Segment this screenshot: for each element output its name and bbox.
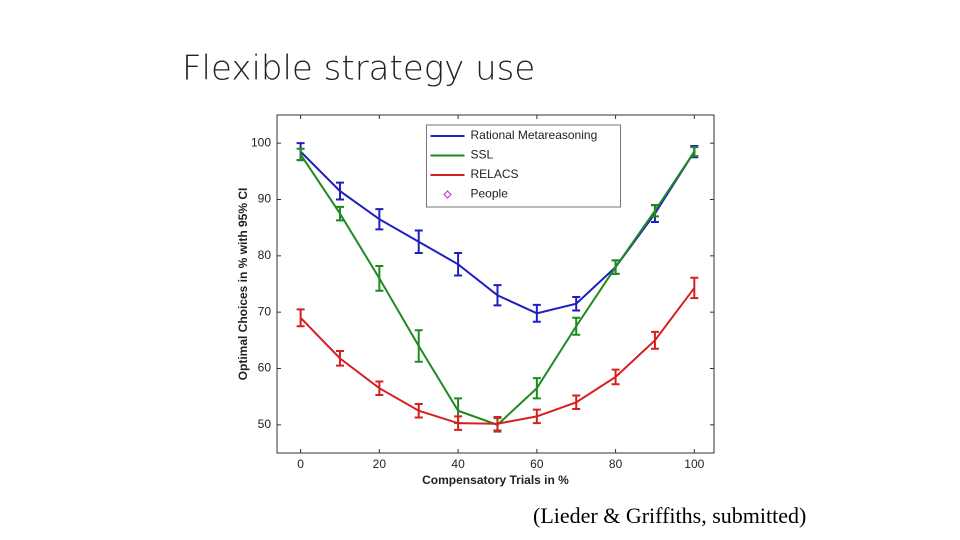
y-tick-label: 50 [258, 417, 272, 431]
error-bar [532, 408, 541, 425]
error-bar [572, 316, 581, 336]
error-bar [572, 295, 581, 312]
x-tick-label: 0 [297, 457, 304, 471]
error-bar [414, 329, 423, 363]
series-line [299, 287, 696, 425]
error-bar [650, 204, 659, 218]
error-bar [335, 350, 344, 367]
error-bar [296, 147, 305, 162]
x-axis-label: Compensatory Trials in % [422, 473, 569, 487]
error-bar [611, 368, 620, 386]
y-axis-label: Optimal Choices in % with 95% CI [236, 188, 250, 381]
error-bar [414, 229, 423, 255]
error-bar [532, 303, 541, 323]
plot-area [276, 114, 715, 454]
error-bar [572, 394, 581, 411]
legend-marker [443, 190, 452, 199]
x-tick-label: 60 [530, 457, 544, 471]
legend-label: Rational Metareasoning [471, 128, 598, 142]
y-tick-label: 80 [258, 248, 272, 262]
error-bar [375, 380, 384, 396]
slide-title: Flexible strategy use [182, 49, 535, 89]
error-bar [335, 205, 344, 222]
error-bar [335, 181, 344, 201]
y-tick-label: 90 [258, 192, 272, 206]
error-bar [650, 330, 659, 350]
error-bar [296, 308, 305, 328]
error-bar [414, 402, 423, 419]
legend-label: People [471, 187, 509, 201]
legend-label: RELACS [471, 167, 519, 181]
error-bar [493, 415, 502, 432]
x-tick-label: 20 [373, 457, 387, 471]
citation: (Lieder & Griffiths, submitted) [533, 503, 806, 528]
error-bar [454, 252, 463, 277]
legend-label: SSL [471, 148, 494, 162]
error-bar [690, 146, 699, 158]
x-tick-label: 40 [451, 457, 465, 471]
x-tick-label: 100 [684, 457, 704, 471]
error-bar [375, 264, 384, 292]
error-bar [375, 208, 384, 231]
y-tick-label: 100 [251, 135, 271, 149]
error-bar [454, 415, 463, 431]
legend-box [426, 124, 621, 208]
x-tick-label: 80 [609, 457, 623, 471]
error-bar [611, 259, 620, 275]
y-tick-label: 70 [258, 304, 272, 318]
error-bar [493, 284, 502, 307]
y-tick-label: 60 [258, 361, 272, 375]
error-bar [532, 377, 541, 400]
error-bar [690, 276, 699, 300]
